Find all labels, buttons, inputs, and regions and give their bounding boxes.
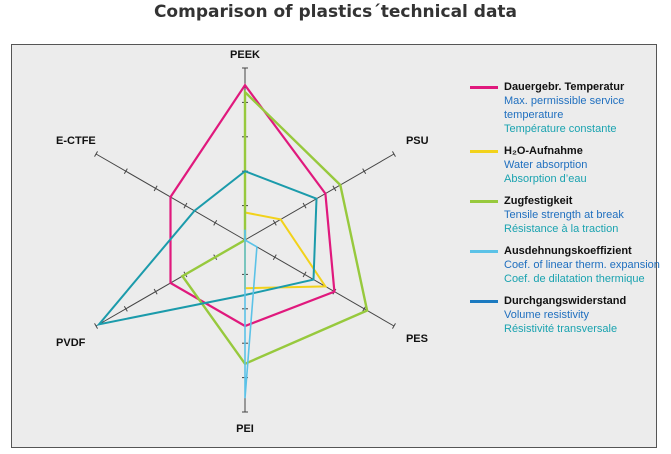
- axis-tick: [392, 323, 396, 329]
- axis-label-peek: PEEK: [230, 49, 260, 61]
- legend-swatch: [470, 250, 498, 253]
- legend-label-en: Coef. of linear therm. expansion: [504, 259, 660, 271]
- legend: Dauergebr. Temperatur Max. permissible s…: [470, 80, 660, 344]
- legend-label-en: Volume resistivity: [504, 309, 589, 321]
- legend-label-en: Tensile strength at break: [504, 209, 624, 221]
- legend-label-fr: Absorption d’eau: [504, 173, 587, 185]
- legend-item-resistivity: Durchgangswiderstand Volume resistivity …: [470, 294, 660, 336]
- axis-tick: [153, 185, 158, 192]
- axis-tick: [123, 305, 128, 312]
- radar-series: [96, 83, 369, 399]
- axis-tick: [153, 288, 158, 295]
- axis-label-pvdf: PVDF: [56, 337, 86, 349]
- legend-swatch: [470, 200, 498, 203]
- legend-label-fr: Coef. de dilatation thermique: [504, 273, 645, 285]
- axis-line: [244, 239, 395, 327]
- chart-panel: [11, 44, 657, 448]
- legend-label-en: Water absorption: [504, 159, 588, 171]
- series-dauergebr-temperatur: [169, 83, 336, 328]
- chart-title: Comparison of plastics´technical data: [153, 2, 518, 22]
- radar-axis-labels: PEEK PSU PES PEI PVDF E-CTFE: [56, 49, 429, 435]
- series-expansion-secondary: [244, 229, 258, 399]
- legend-item-expansion: Ausdehnungskoeffizient Coef. of linear t…: [470, 244, 660, 286]
- axis-tick: [272, 254, 277, 261]
- legend-label-en: Max. permissible service temperature: [504, 95, 625, 121]
- axis-tick: [123, 168, 128, 175]
- legend-swatch: [470, 86, 498, 89]
- legend-label-de: Zugfestigkeit: [504, 195, 573, 207]
- axis-tick: [213, 219, 218, 226]
- axis-label-e-ctfe: E-CTFE: [56, 135, 96, 147]
- legend-label-fr: Résistance à la traction: [504, 223, 619, 235]
- axis-tick: [302, 202, 307, 209]
- legend-label-fr: Résistivité transversale: [504, 323, 618, 335]
- axis-tick: [392, 151, 396, 157]
- legend-item-tensile: Zugfestigkeit Tensile strength at break …: [470, 194, 660, 236]
- axis-label-pei: PEI: [236, 423, 254, 435]
- axis-line: [244, 153, 395, 241]
- series-zugfestigkeit: [180, 89, 369, 366]
- legend-label-de: H₂O-Aufnahme: [504, 145, 583, 157]
- axis-tick: [332, 185, 337, 192]
- legend-swatch: [470, 150, 498, 153]
- legend-label-de: Ausdehnungskoeffizient: [504, 245, 632, 257]
- series-durchgangswiderstand: [96, 170, 318, 326]
- legend-item-temperature: Dauergebr. Temperatur Max. permissible s…: [470, 80, 660, 136]
- axis-tick: [272, 219, 277, 226]
- legend-label-de: Durchgangswiderstand: [504, 295, 627, 307]
- axis-tick: [362, 168, 367, 175]
- axis-tick: [94, 323, 98, 329]
- axis-label-psu: PSU: [406, 135, 429, 147]
- legend-label-fr: Température constante: [504, 123, 617, 135]
- axis-tick: [94, 151, 98, 157]
- legend-label-de: Dauergebr. Temperatur: [504, 81, 625, 93]
- legend-swatch: [470, 300, 498, 303]
- axis-tick: [302, 271, 307, 278]
- axis-tick: [183, 202, 188, 209]
- axis-label-pes: PES: [406, 333, 428, 345]
- legend-item-water: H₂O-Aufnahme Water absorption Absorption…: [470, 144, 660, 186]
